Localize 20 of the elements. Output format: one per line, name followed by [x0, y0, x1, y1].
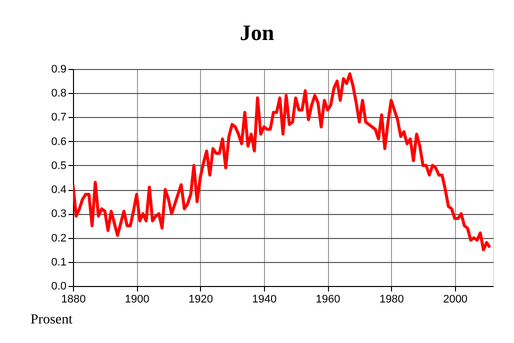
x-tick-label: 1900 — [124, 294, 150, 306]
y-tick-label: 0.7 — [51, 112, 66, 124]
chart-title: Jon — [240, 20, 274, 45]
y-axis-title: Prosent — [30, 312, 73, 328]
x-tick-label: 1940 — [252, 294, 277, 306]
x-tick-label: 1960 — [316, 294, 340, 306]
y-tick-label: 0.6 — [51, 136, 66, 148]
y-tick-label: 0.4 — [51, 184, 66, 196]
y-tick-label: 0.5 — [51, 160, 66, 172]
y-tick-label: 0.1 — [51, 256, 66, 268]
y-tick-label: 0.3 — [51, 208, 66, 220]
y-tick-label: 0.2 — [51, 232, 66, 244]
line-series — [73, 72, 492, 252]
x-tick-label: 1920 — [188, 294, 214, 306]
x-tick-label: 1880 — [61, 294, 86, 306]
y-tick-label: 0.9 — [51, 64, 66, 76]
x-tick-label: 1980 — [379, 294, 404, 306]
y-tick-label: 0.8 — [51, 88, 66, 100]
y-tick-label: 0.0 — [51, 280, 66, 292]
x-tick-label: 2000 — [443, 294, 468, 306]
